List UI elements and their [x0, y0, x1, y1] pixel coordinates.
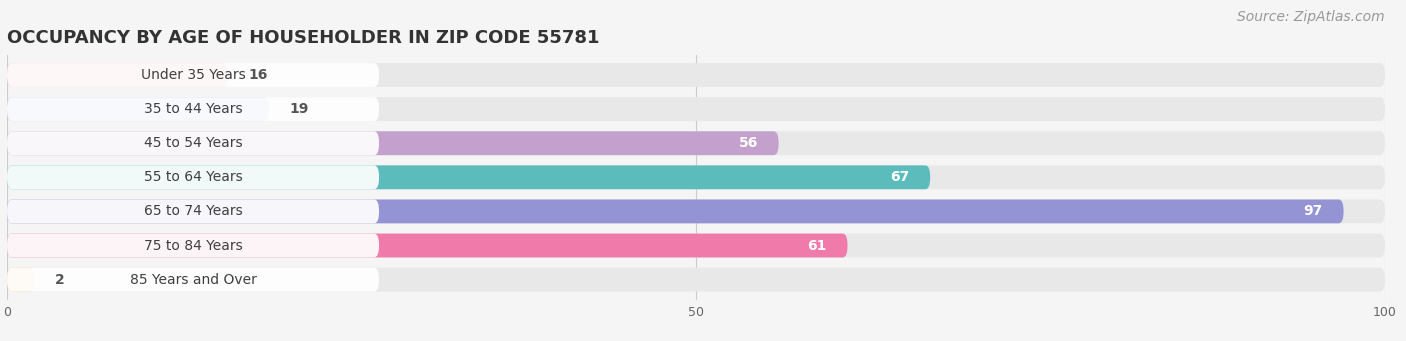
- Text: Under 35 Years: Under 35 Years: [141, 68, 246, 82]
- FancyBboxPatch shape: [7, 97, 380, 121]
- FancyBboxPatch shape: [7, 268, 380, 292]
- FancyBboxPatch shape: [7, 63, 1385, 87]
- FancyBboxPatch shape: [7, 199, 1344, 223]
- Text: 55 to 64 Years: 55 to 64 Years: [143, 170, 242, 184]
- FancyBboxPatch shape: [7, 165, 380, 189]
- Text: 67: 67: [890, 170, 910, 184]
- FancyBboxPatch shape: [7, 199, 1385, 223]
- FancyBboxPatch shape: [7, 234, 848, 257]
- Text: 2: 2: [55, 272, 65, 287]
- Text: 85 Years and Over: 85 Years and Over: [129, 272, 256, 287]
- FancyBboxPatch shape: [7, 234, 1385, 257]
- FancyBboxPatch shape: [7, 131, 380, 155]
- FancyBboxPatch shape: [7, 97, 1385, 121]
- Text: 16: 16: [249, 68, 267, 82]
- FancyBboxPatch shape: [7, 131, 1385, 155]
- Text: 56: 56: [738, 136, 758, 150]
- Text: OCCUPANCY BY AGE OF HOUSEHOLDER IN ZIP CODE 55781: OCCUPANCY BY AGE OF HOUSEHOLDER IN ZIP C…: [7, 29, 599, 47]
- FancyBboxPatch shape: [7, 268, 1385, 292]
- Text: 65 to 74 Years: 65 to 74 Years: [143, 204, 242, 219]
- Text: Source: ZipAtlas.com: Source: ZipAtlas.com: [1237, 10, 1385, 24]
- FancyBboxPatch shape: [7, 63, 228, 87]
- Text: 19: 19: [290, 102, 309, 116]
- FancyBboxPatch shape: [7, 63, 380, 87]
- Text: 61: 61: [807, 238, 827, 253]
- FancyBboxPatch shape: [7, 97, 269, 121]
- FancyBboxPatch shape: [7, 268, 35, 292]
- FancyBboxPatch shape: [7, 165, 931, 189]
- Text: 45 to 54 Years: 45 to 54 Years: [143, 136, 242, 150]
- FancyBboxPatch shape: [7, 131, 779, 155]
- Text: 97: 97: [1303, 204, 1323, 219]
- FancyBboxPatch shape: [7, 165, 1385, 189]
- FancyBboxPatch shape: [7, 199, 380, 223]
- Text: 35 to 44 Years: 35 to 44 Years: [143, 102, 242, 116]
- FancyBboxPatch shape: [7, 234, 380, 257]
- Text: 75 to 84 Years: 75 to 84 Years: [143, 238, 242, 253]
